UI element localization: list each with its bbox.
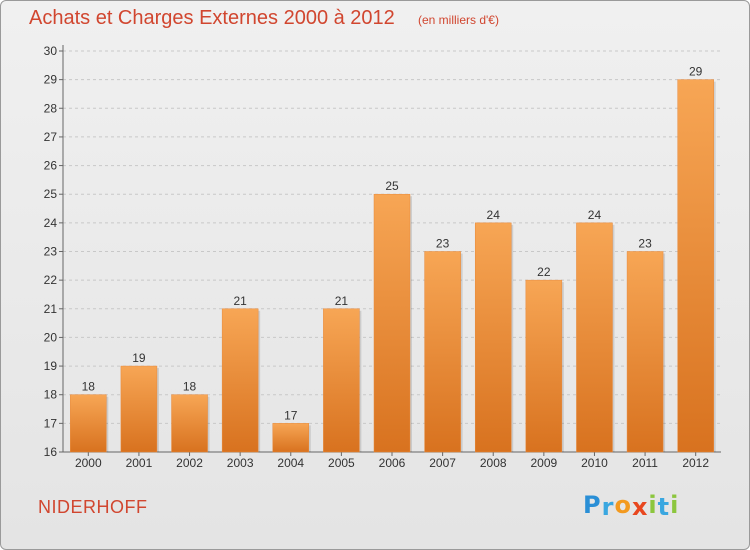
y-tick-label: 21 [44, 302, 58, 316]
bar-value-label: 21 [233, 294, 247, 308]
y-tick-label: 17 [44, 416, 58, 430]
y-tick-label: 30 [44, 44, 58, 58]
logo-letter: o [614, 491, 632, 519]
bar-value-label: 24 [487, 208, 501, 222]
logo-letter: P [583, 491, 602, 519]
y-tick-label: 23 [44, 245, 58, 259]
bar-value-label: 18 [183, 380, 197, 394]
y-tick-label: 25 [44, 187, 58, 201]
bar [626, 251, 664, 453]
x-tick-label: 2005 [328, 456, 355, 470]
bar [171, 394, 208, 453]
bar-value-label: 24 [588, 208, 602, 222]
bar [120, 365, 158, 453]
y-tick-label: 19 [44, 359, 58, 373]
bar [272, 423, 310, 453]
y-tick-label: 27 [44, 130, 58, 144]
x-tick-label: 2010 [581, 456, 608, 470]
x-tick-label: 2006 [379, 456, 406, 470]
y-tick-label: 20 [44, 330, 58, 344]
bar [373, 193, 411, 453]
y-tick-label: 16 [44, 445, 58, 459]
x-tick-label: 2008 [480, 456, 507, 470]
bar-value-label: 19 [132, 351, 146, 365]
x-tick-label: 2011 [632, 456, 658, 470]
bar-value-label: 23 [638, 237, 652, 251]
y-tick-label: 22 [44, 273, 58, 287]
logo-letter: i [648, 491, 658, 519]
x-tick-label: 2000 [75, 456, 102, 470]
x-tick-label: 2001 [126, 456, 153, 470]
x-tick-label: 2007 [429, 456, 456, 470]
bar [424, 251, 461, 453]
bar [525, 279, 563, 453]
chart-title: Achats et Charges Externes 2000 à 2012 [29, 7, 395, 29]
bar-value-label: 29 [689, 65, 703, 79]
chart-subtitle: (en milliers d'€) [418, 13, 499, 27]
bar-value-label: 25 [385, 179, 399, 193]
bar-value-label: 21 [335, 294, 349, 308]
logo-letter: t [657, 493, 671, 521]
bar-value-label: 17 [284, 408, 298, 422]
logo-letter: i [670, 491, 680, 519]
logo-letter: r [601, 493, 615, 521]
bar [221, 308, 259, 453]
bar-value-label: 23 [436, 237, 450, 251]
bar-value-label: 22 [537, 265, 551, 279]
x-tick-label: 2003 [227, 456, 254, 470]
bar [677, 79, 714, 453]
place-name: NIDERHOFF [38, 497, 148, 517]
proxiti-logo: Proxiti [583, 491, 680, 521]
bar [576, 222, 613, 453]
bar [323, 308, 360, 453]
x-tick-label: 2004 [277, 456, 304, 470]
y-tick-label: 24 [44, 216, 58, 230]
bar-value-label: 18 [82, 380, 96, 394]
y-tick-label: 26 [44, 159, 58, 173]
y-tick-label: 18 [44, 388, 58, 402]
x-tick-label: 2012 [682, 456, 709, 470]
logo-letter: x [631, 493, 649, 521]
x-tick-label: 2002 [176, 456, 203, 470]
y-tick-label: 29 [44, 73, 58, 87]
bar [474, 222, 512, 453]
y-tick-label: 28 [44, 101, 58, 115]
bar [70, 394, 107, 453]
x-tick-label: 2009 [530, 456, 557, 470]
